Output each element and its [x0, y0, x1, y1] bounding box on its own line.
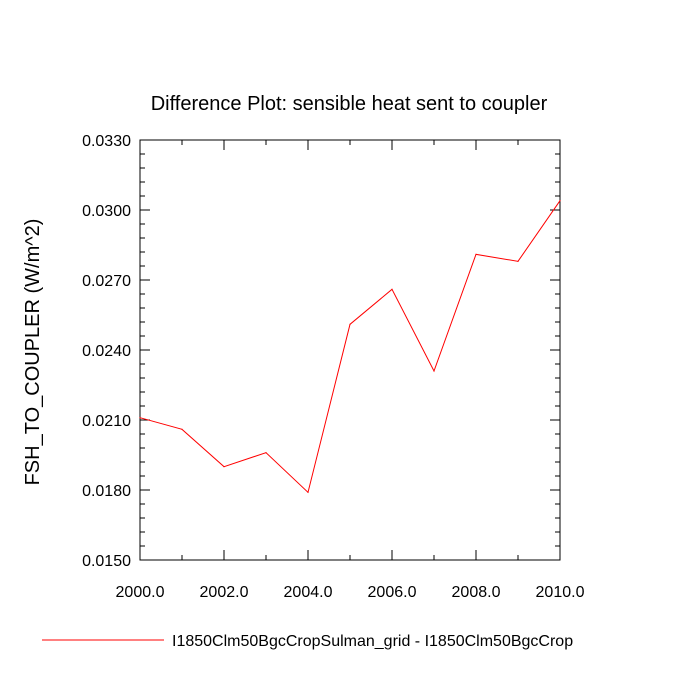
y-tick-label: 0.0240 [82, 343, 131, 360]
data-point [181, 428, 183, 430]
data-point [391, 288, 393, 290]
data-point [433, 370, 435, 372]
y-tick-label: 0.0180 [82, 483, 131, 500]
plot-frame [139, 139, 561, 561]
x-tick-label: 2000.0 [116, 584, 165, 601]
data-point [265, 452, 267, 454]
series-layer [139, 200, 561, 494]
y-axis-label: FSH_TO_COUPLER (W/m^2) [22, 219, 44, 486]
y-tick-label: 0.0270 [82, 273, 131, 290]
x-tick-label: 2008.0 [452, 584, 501, 601]
legend-label: I1850Clm50BgcCropSulman_grid - I1850Clm5… [172, 633, 573, 650]
x-tick-label: 2004.0 [284, 584, 333, 601]
data-point [139, 417, 141, 419]
data-point [559, 200, 561, 202]
y-tick-label: 0.0300 [82, 203, 131, 220]
y-axis-ticks: 0.0150 0.0180 0.0210 0.0240 0.0270 0.0300 0.03… [82, 133, 560, 570]
y-tick-label: 0.0210 [82, 413, 131, 430]
legend: I1850Clm50BgcCropSulman_grid - I1850Clm5… [42, 633, 573, 650]
data-point [517, 260, 519, 262]
x-tick-label: 2006.0 [368, 584, 417, 601]
chart-title: Difference Plot: sensible heat sent to c… [151, 93, 548, 115]
data-point [475, 253, 477, 255]
y-tick-label: 0.0330 [82, 133, 131, 150]
x-tick-label: 2010.0 [536, 584, 585, 601]
series-line-0 [139, 200, 561, 494]
y-tick-label: 0.0150 [82, 553, 131, 570]
x-axis-ticks: 2000.0 2002.0 2004.0 2006.0 2008.0 2010.0 [116, 140, 585, 601]
data-point [307, 491, 309, 493]
plot-border [139, 139, 561, 561]
data-point [223, 466, 225, 468]
x-tick-label: 2002.0 [200, 584, 249, 601]
data-point [349, 323, 351, 325]
